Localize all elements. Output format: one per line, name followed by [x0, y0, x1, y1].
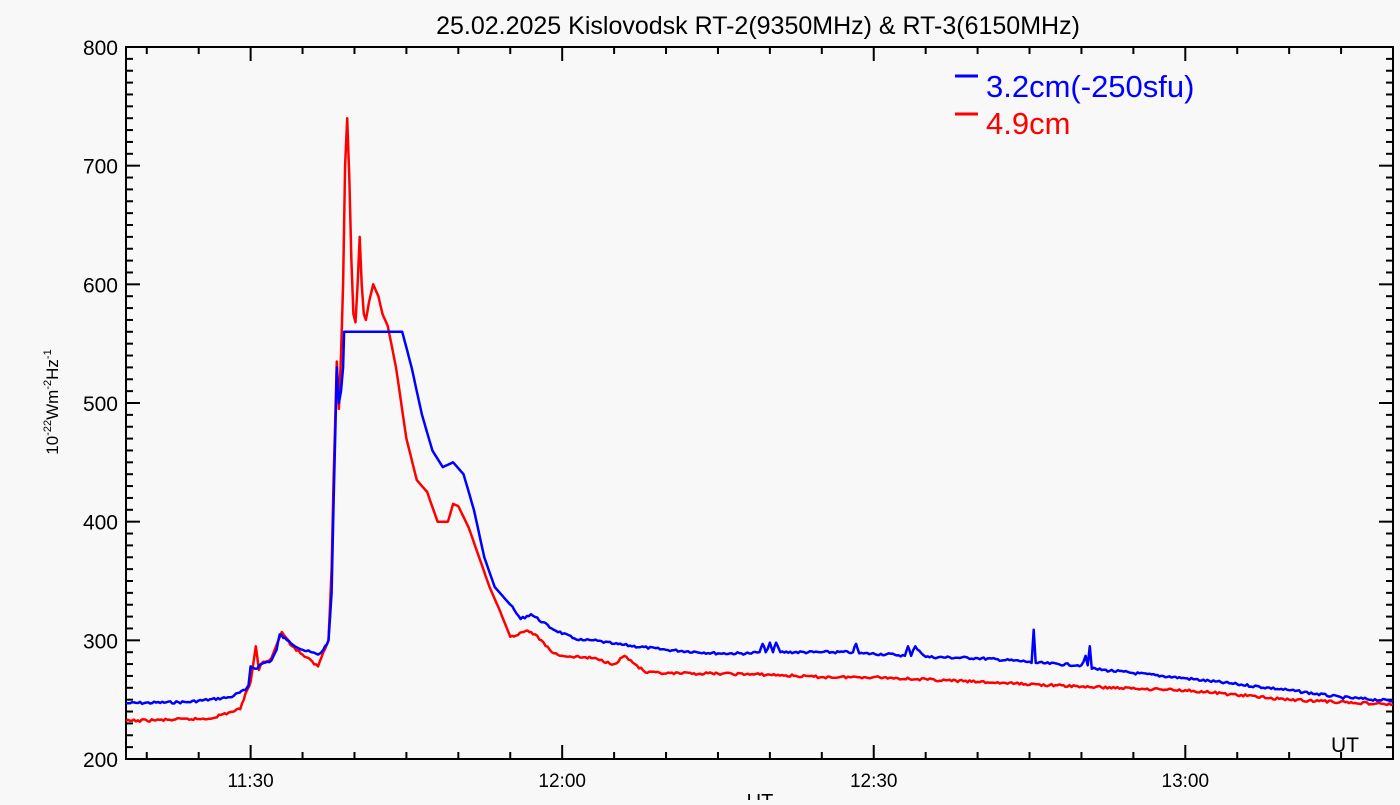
series-line-3.2cm — [126, 330, 1394, 706]
ut-corner-label: UT — [1331, 734, 1359, 757]
tick-labels: 200 300 400 500 600 700 800 11:30 12:00 12:30 13:0… — [83, 37, 1209, 792]
legend-label-red: 4.9cm — [986, 106, 1070, 141]
y-tick-label: 500 — [83, 393, 118, 416]
y-tick-label: 200 — [83, 749, 118, 772]
x-axis-label: UT — [747, 791, 774, 800]
legend: 3.2cm(-250sfu) 4.9cm — [955, 69, 1194, 141]
legend-label-blue: 3.2cm(-250sfu) — [986, 69, 1194, 104]
y-tick-label: 600 — [83, 274, 118, 297]
y-axis-label: 10-22Wm-2Hz-1 — [42, 349, 62, 454]
x-tick-label: 11:30 — [228, 771, 274, 792]
tick-marks — [126, 46, 1394, 760]
y-tick-label: 400 — [83, 512, 118, 535]
series-line-4.9cm — [125, 116, 1394, 724]
y-tick-label: 800 — [83, 37, 118, 60]
x-tick-label: 13:00 — [1162, 771, 1210, 792]
chart-title: 25.02.2025 Kislovodsk RT-2(9350MHz) & RT… — [436, 12, 1080, 40]
x-tick-label: 12:30 — [850, 771, 898, 792]
y-tick-label: 700 — [83, 156, 118, 179]
x-tick-label: 12:00 — [538, 771, 586, 792]
y-tick-label: 300 — [83, 630, 118, 653]
series-lines — [125, 116, 1394, 724]
